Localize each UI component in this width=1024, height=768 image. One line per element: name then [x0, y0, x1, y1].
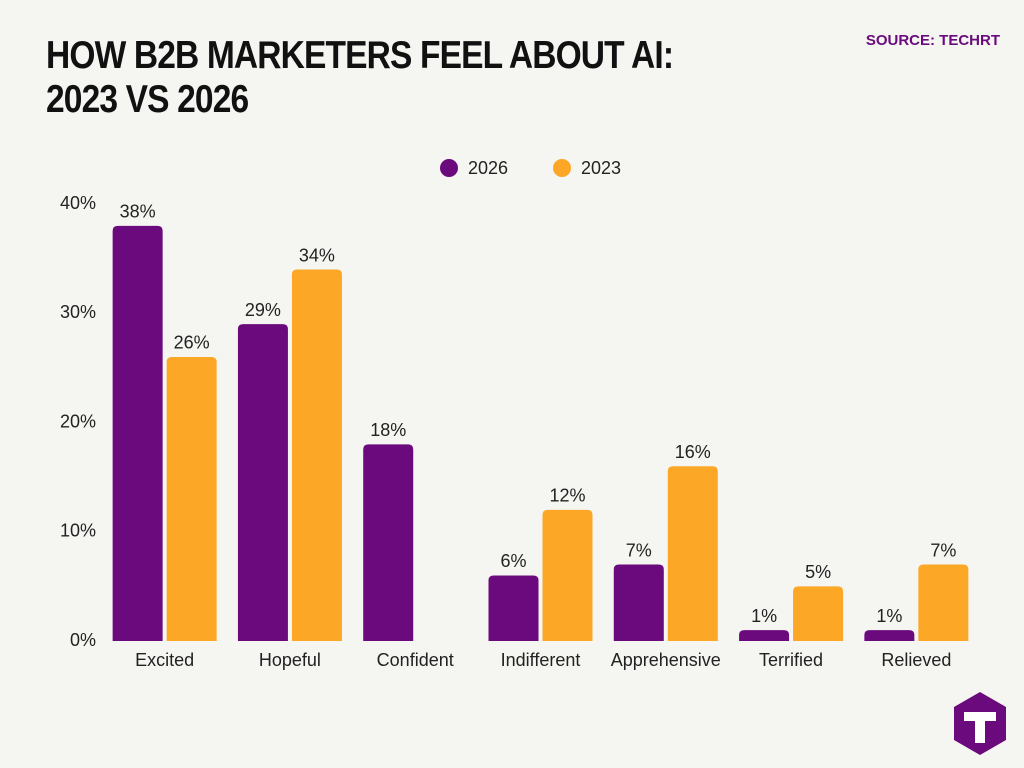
- value-label: 18%: [370, 420, 406, 440]
- x-tick-label: Apprehensive: [611, 650, 721, 670]
- legend-label: 2023: [581, 158, 621, 178]
- x-tick-label: Terrified: [759, 650, 823, 670]
- bar: [542, 509, 593, 641]
- x-tick-label: Confident: [377, 650, 454, 670]
- legend-marker: [553, 159, 571, 177]
- bar: [291, 269, 342, 641]
- logo: [954, 692, 1006, 755]
- y-tick-label: 20%: [60, 411, 96, 431]
- value-label: 6%: [500, 551, 526, 571]
- bar: [864, 630, 915, 641]
- legend-label: 2026: [468, 158, 508, 178]
- x-tick-label: Indifferent: [501, 650, 581, 670]
- bar: [488, 575, 539, 641]
- y-tick-label: 0%: [70, 630, 96, 650]
- value-label: 29%: [245, 300, 281, 320]
- source: SOURCE: TECHRT: [865, 32, 1000, 49]
- value-label: 34%: [299, 245, 335, 265]
- bar: [166, 356, 217, 641]
- bar: [793, 586, 844, 641]
- x-tick-label: Excited: [135, 650, 194, 670]
- bar: [112, 225, 163, 641]
- bar: [237, 324, 288, 641]
- bar: [667, 466, 718, 641]
- bar: [363, 444, 414, 641]
- value-label: 38%: [120, 202, 156, 222]
- bar: [739, 630, 790, 641]
- value-label: 1%: [751, 606, 777, 626]
- value-label: 12%: [549, 486, 585, 506]
- y-tick-label: 40%: [60, 193, 96, 213]
- value-label: 26%: [174, 333, 210, 353]
- x-tick-label: Relieved: [881, 650, 951, 670]
- y-tick-label: 10%: [60, 521, 96, 541]
- value-label: 5%: [805, 562, 831, 582]
- bar: [613, 564, 664, 641]
- value-label: 7%: [626, 540, 652, 560]
- x-tick-label: Hopeful: [259, 650, 321, 670]
- chart-title: HOW B2B MARKETERS FEEL ABOUT AI: 2023 VS…: [46, 34, 674, 121]
- y-tick-label: 30%: [60, 302, 96, 322]
- bar: [918, 564, 969, 641]
- value-label: 16%: [675, 442, 711, 462]
- legend-marker: [440, 159, 458, 177]
- value-label: 1%: [876, 606, 902, 626]
- value-label: 7%: [930, 540, 956, 560]
